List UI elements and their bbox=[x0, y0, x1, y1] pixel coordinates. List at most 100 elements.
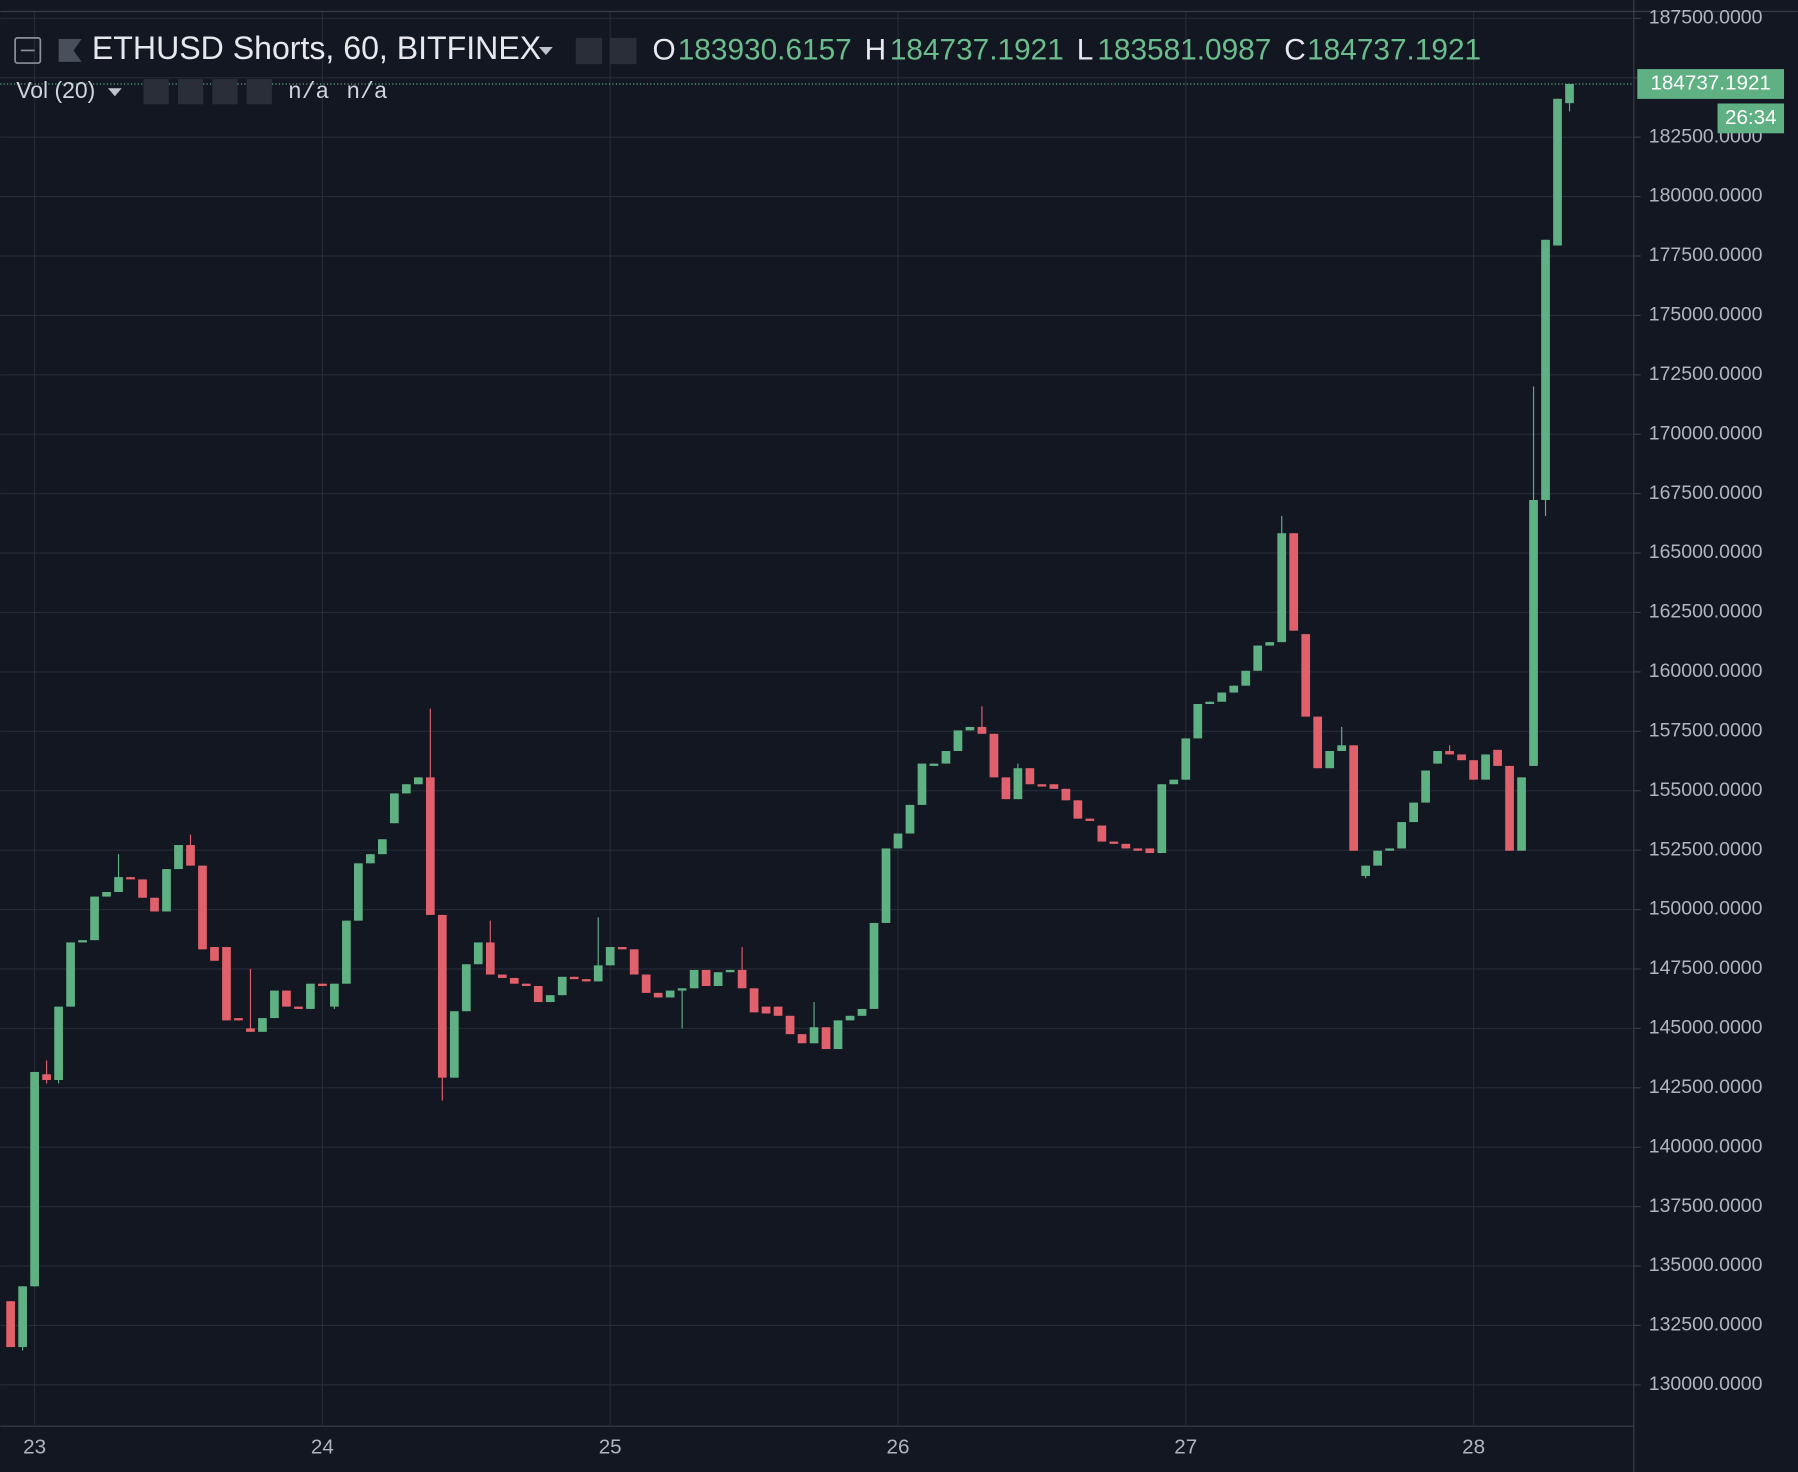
candle-body bbox=[641, 974, 651, 993]
candle-body bbox=[270, 990, 279, 1019]
symbol-title: ETHUSD Shorts, 60, BITFINEX bbox=[92, 30, 541, 66]
candle-body bbox=[617, 947, 627, 950]
candle-body bbox=[893, 833, 903, 849]
candle-body bbox=[306, 983, 315, 1009]
candle-body bbox=[1241, 670, 1251, 686]
candle-body bbox=[1517, 777, 1526, 851]
candle-body bbox=[198, 865, 207, 950]
indicator-remove[interactable] bbox=[246, 79, 272, 105]
ohlc-label: H bbox=[865, 33, 887, 66]
candle-body bbox=[809, 1027, 819, 1044]
candle-body bbox=[461, 964, 471, 1012]
candle-body bbox=[66, 942, 75, 1007]
flag-icon[interactable] bbox=[58, 38, 82, 62]
candle-body bbox=[629, 949, 639, 975]
candle-body bbox=[1553, 98, 1562, 246]
x-tick-label: 25 bbox=[599, 1435, 622, 1458]
candle-body bbox=[1277, 533, 1287, 643]
candle-body bbox=[749, 988, 759, 1013]
candle-body bbox=[425, 777, 435, 915]
collapse-button[interactable] bbox=[14, 36, 42, 64]
candle-body bbox=[246, 1028, 255, 1032]
candle-body bbox=[1181, 738, 1191, 780]
y-tick-label: 177500.0000 bbox=[1649, 244, 1763, 266]
candle-body bbox=[1301, 634, 1311, 717]
y-tick-label: 167500.0000 bbox=[1649, 482, 1763, 504]
y-tick-label: 172500.0000 bbox=[1649, 363, 1763, 385]
y-tick-label: 150000.0000 bbox=[1649, 898, 1763, 920]
y-tick-label: 135000.0000 bbox=[1649, 1254, 1763, 1276]
countdown-box bbox=[1717, 103, 1785, 134]
grid bbox=[0, 11, 1634, 1425]
candle-body bbox=[78, 940, 87, 943]
candle-body bbox=[1349, 745, 1359, 851]
y-tick-label: 132500.0000 bbox=[1649, 1314, 1763, 1336]
candle-body bbox=[1025, 768, 1035, 785]
last-price-box bbox=[1637, 69, 1785, 99]
candle-body bbox=[1157, 784, 1167, 854]
indicator-name[interactable]: Vol (20) bbox=[16, 77, 95, 103]
candle-body bbox=[1397, 822, 1406, 849]
y-tick-label: 165000.0000 bbox=[1649, 541, 1763, 563]
candle-body bbox=[162, 869, 171, 912]
countdown-label: 26:34 bbox=[1725, 106, 1777, 129]
candle-body bbox=[6, 1301, 15, 1348]
settings-button[interactable] bbox=[610, 37, 637, 65]
candle-body bbox=[821, 1027, 831, 1050]
candle-body bbox=[1361, 865, 1371, 876]
candle-body bbox=[174, 845, 183, 870]
x-tick-label: 24 bbox=[311, 1435, 334, 1458]
indicator-settings[interactable] bbox=[177, 79, 204, 105]
candle-body bbox=[282, 990, 291, 1007]
indicator-dropdown[interactable] bbox=[107, 88, 122, 97]
candle-body bbox=[881, 848, 891, 923]
candle-body bbox=[1421, 770, 1430, 803]
ohlc-label: C bbox=[1284, 33, 1306, 66]
candle-body bbox=[1373, 850, 1383, 866]
indicator-visibility[interactable] bbox=[143, 79, 169, 105]
symbol-dropdown[interactable] bbox=[539, 47, 553, 56]
candle-body bbox=[1385, 848, 1395, 851]
candle-body bbox=[18, 1286, 27, 1348]
open-value: 183930.6157 bbox=[678, 33, 852, 66]
last-price-label: 184737.1921 bbox=[1650, 71, 1770, 94]
candle-body bbox=[857, 1008, 867, 1016]
indicator-value: n/a bbox=[288, 79, 329, 105]
y-tick-label: 162500.0000 bbox=[1649, 601, 1763, 623]
candle-body bbox=[234, 1018, 243, 1021]
candle-body bbox=[737, 969, 747, 989]
candle-body bbox=[497, 974, 507, 978]
candle-body bbox=[437, 914, 447, 1078]
candle-body bbox=[797, 1034, 807, 1044]
y-tick-label: 140000.0000 bbox=[1649, 1135, 1763, 1157]
visibility-button[interactable] bbox=[575, 37, 603, 65]
candle-body bbox=[905, 804, 915, 834]
candle-body bbox=[917, 763, 927, 805]
candle-body bbox=[653, 992, 663, 998]
indicator-value: n/a bbox=[346, 79, 387, 105]
candle-body bbox=[1457, 754, 1466, 761]
candle-body bbox=[114, 877, 123, 892]
candle-body bbox=[473, 942, 483, 965]
y-tick-label: 157500.0000 bbox=[1649, 719, 1763, 741]
candle-body bbox=[354, 863, 363, 921]
candle-body bbox=[1541, 239, 1550, 500]
y-tick-label: 145000.0000 bbox=[1649, 1017, 1763, 1039]
close-value: 184737.1921 bbox=[1307, 33, 1481, 66]
candle-body bbox=[545, 995, 555, 1003]
candle-body bbox=[342, 920, 351, 984]
candle-body bbox=[953, 730, 963, 752]
candle-body bbox=[677, 988, 687, 991]
candle-body bbox=[509, 977, 519, 984]
candle-body bbox=[1061, 788, 1071, 801]
candle-body bbox=[1037, 784, 1047, 787]
candle-body bbox=[413, 777, 423, 785]
axes: 130000.0000 132500.0000 135000.0000 137500.… bbox=[23, 6, 1785, 1458]
candle-body bbox=[1073, 800, 1083, 819]
candle-body bbox=[1205, 701, 1215, 705]
candle-body bbox=[30, 1071, 39, 1287]
indicator-add[interactable] bbox=[212, 79, 238, 105]
candle-body bbox=[210, 947, 219, 961]
candle-body bbox=[845, 1015, 855, 1021]
candle-body bbox=[1505, 765, 1514, 851]
